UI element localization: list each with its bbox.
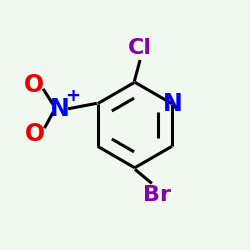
- Text: N: N: [163, 92, 183, 116]
- Text: N: N: [50, 96, 70, 120]
- Text: Br: Br: [143, 185, 171, 205]
- Text: O: O: [25, 122, 46, 146]
- Text: O: O: [24, 73, 44, 97]
- Text: +: +: [65, 87, 80, 105]
- Text: Cl: Cl: [128, 38, 152, 58]
